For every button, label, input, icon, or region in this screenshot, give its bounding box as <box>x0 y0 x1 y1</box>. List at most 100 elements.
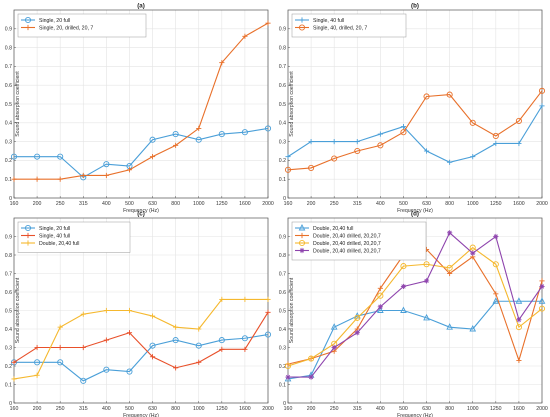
data-point <box>354 139 360 145</box>
x-tick-label: 1000 <box>193 201 205 207</box>
data-point <box>469 244 476 251</box>
data-point <box>218 337 225 344</box>
data-point <box>265 20 271 26</box>
data-point <box>423 278 430 284</box>
data-point <box>242 296 248 302</box>
data-point-d2 <box>308 374 314 380</box>
x-axis-label: Frequency (Hz) <box>397 208 433 214</box>
data-point <box>34 359 41 366</box>
x-tick-label: 1250 <box>216 406 228 412</box>
data-point <box>423 148 430 154</box>
y-tick-label: 0 <box>283 401 286 407</box>
y-tick-label: 0.1 <box>279 382 286 388</box>
data-point <box>80 377 87 384</box>
data-point <box>446 91 453 98</box>
data-point <box>34 153 41 160</box>
y-tick-label: 0.9 <box>279 234 286 240</box>
legend-marker <box>298 239 306 247</box>
series-line <box>287 105 543 163</box>
legend-label: Single, 20 full <box>39 18 70 24</box>
legend-marker <box>299 247 305 254</box>
data-point <box>219 346 225 352</box>
series-3 <box>284 244 546 370</box>
data-point <box>80 172 86 179</box>
data-point <box>173 324 179 330</box>
y-tick-label: 0.5 <box>5 102 12 108</box>
data-point <box>446 323 453 330</box>
y-tick-label: 0.2 <box>279 364 286 370</box>
data-point <box>241 129 248 136</box>
x-tick-label: 315 <box>353 201 362 207</box>
x-tick-label: 500 <box>399 201 408 207</box>
legend-marker-d2 <box>299 248 305 253</box>
data-point <box>149 313 156 319</box>
chart-panel-1: (a) 160 200 250 315 400 500 630 800 1000 1250 1600 2… <box>5 3 274 215</box>
y-tick-label: 0.4 <box>5 121 12 127</box>
data-point <box>126 368 133 375</box>
data-point <box>539 278 545 284</box>
legend-marker <box>25 240 31 246</box>
data-point <box>195 342 202 349</box>
y-tick-label: 0.9 <box>5 27 12 33</box>
legend-label: Double, 20,40 full <box>39 241 79 247</box>
y-tick-label: 0.5 <box>5 308 12 314</box>
y-tick-label: 0.2 <box>5 158 12 164</box>
data-point <box>470 154 476 160</box>
x-tick-label: 250 <box>330 201 339 207</box>
x-tick-label: 630 <box>148 406 157 412</box>
data-point <box>57 359 64 366</box>
data-point <box>57 176 63 182</box>
data-point <box>172 337 179 344</box>
y-tick-label: 0.8 <box>279 45 286 51</box>
legend-marker <box>24 224 32 232</box>
x-tick-label: 400 <box>376 406 385 412</box>
x-tick-label: 200 <box>33 406 42 412</box>
y-tick-label: 0.4 <box>5 327 12 333</box>
data-point <box>103 307 109 314</box>
data-point <box>400 263 407 270</box>
data-point-d2 <box>539 284 545 289</box>
data-point <box>284 166 292 173</box>
data-point <box>447 230 453 236</box>
series-line <box>287 90 543 171</box>
data-point <box>538 297 546 304</box>
data-point <box>377 285 383 291</box>
data-point <box>400 123 407 130</box>
x-tick-label: 1600 <box>513 201 525 207</box>
series-line <box>287 300 542 380</box>
x-tick-label: 800 <box>171 406 180 412</box>
data-point <box>400 306 407 313</box>
legend-marker <box>299 232 305 239</box>
series-2 <box>11 309 271 371</box>
data-point <box>515 324 522 331</box>
data-point <box>149 354 156 360</box>
data-point <box>103 366 110 373</box>
data-point <box>218 131 225 138</box>
series-1 <box>285 103 545 165</box>
x-tick-label: 250 <box>330 406 339 412</box>
y-tick-label: 0.9 <box>5 234 12 240</box>
x-tick-label: 1250 <box>490 406 502 412</box>
y-tick-label: 0.1 <box>5 177 12 183</box>
data-point-d2 <box>493 234 498 239</box>
data-point <box>539 103 545 109</box>
x-tick-label: 250 <box>56 406 65 412</box>
y-tick-label: 0.3 <box>279 345 286 351</box>
y-tick-label: 0.3 <box>5 139 12 145</box>
data-point <box>400 129 407 136</box>
chart-title: (a) <box>137 3 145 10</box>
x-tick-label: 315 <box>79 406 88 412</box>
data-point <box>539 283 545 290</box>
y-tick-label: 0.4 <box>279 327 286 333</box>
data-point <box>331 344 337 351</box>
legend-label: Single, 20 full <box>39 226 70 232</box>
data-point <box>284 362 292 370</box>
data-point <box>423 93 430 100</box>
data-point <box>265 309 271 315</box>
data-point <box>515 297 523 304</box>
y-axis-label: Sound absorption coefficient <box>15 277 21 343</box>
data-point <box>242 346 248 352</box>
data-point <box>11 376 17 382</box>
